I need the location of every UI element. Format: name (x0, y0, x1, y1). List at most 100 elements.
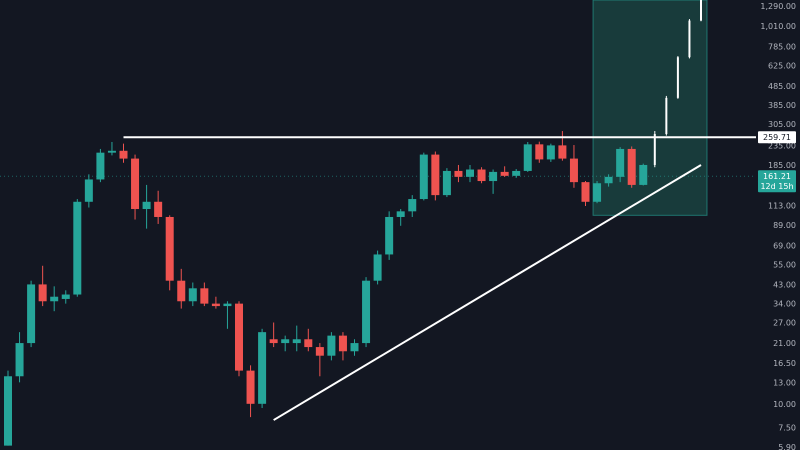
candle-body (604, 176, 613, 184)
y-tick-label: 55.00 (773, 260, 796, 269)
candle-body (84, 179, 93, 202)
candle (211, 296, 220, 309)
y-tick-label: 69.00 (773, 242, 796, 251)
candle-body (4, 376, 12, 446)
candle-body (107, 150, 116, 153)
candle-body (27, 284, 36, 344)
candle-body (338, 335, 347, 352)
candle-body (373, 254, 382, 281)
candle (604, 174, 613, 187)
candle (419, 152, 428, 201)
y-tick-label: 185.00 (768, 161, 796, 170)
candle (535, 141, 544, 163)
resistance-price-tag-label: 259.71 (763, 133, 791, 142)
candle (627, 146, 636, 188)
candle (223, 301, 232, 329)
y-tick-label: 13.00 (773, 378, 796, 387)
candle-body (131, 158, 140, 210)
candle-body (569, 158, 578, 183)
candle-body (558, 145, 567, 159)
candle-body (258, 332, 267, 404)
candle (523, 141, 532, 172)
candle (15, 332, 24, 383)
drawings-layer (123, 136, 756, 421)
candle (177, 268, 186, 309)
candle-body (466, 169, 474, 177)
candle-body (431, 154, 440, 196)
y-tick-label: 89.00 (773, 221, 796, 230)
current-price-tag-label: 161.21 (763, 172, 791, 181)
candle-body (246, 370, 255, 404)
candle-body (396, 211, 405, 217)
candle (385, 211, 394, 260)
candle-body (676, 57, 679, 98)
candle (258, 328, 267, 409)
y-tick-label: 34.00 (773, 300, 796, 309)
candle (466, 164, 474, 183)
candle (512, 169, 521, 178)
candle (546, 143, 555, 162)
candle-body (581, 182, 590, 202)
candle-body (500, 171, 509, 176)
y-tick-label: 10.00 (773, 400, 796, 409)
current-price-tag[interactable]: 161.21 (758, 170, 796, 183)
candles-layer (4, 0, 702, 446)
candle-body (38, 284, 47, 302)
candle (373, 250, 382, 285)
candle-body (292, 339, 301, 344)
y-tick-label: 5.90 (778, 443, 796, 450)
candle (639, 163, 648, 186)
candle (688, 19, 691, 59)
countdown-tag[interactable]: 12d 15h (758, 180, 796, 193)
candle-body (616, 148, 625, 177)
y-tick-label: 7.50 (778, 423, 796, 432)
y-tick-label: 27.00 (773, 319, 796, 328)
candle (431, 151, 440, 201)
candle-body (119, 150, 128, 159)
candle (269, 322, 278, 348)
candle-body (700, 0, 702, 21)
candle (154, 190, 163, 224)
candle (188, 282, 197, 307)
candle (362, 277, 371, 348)
candle (84, 174, 93, 208)
candle-body (535, 144, 544, 160)
ascending-trendline[interactable] (273, 164, 702, 421)
candle-body (165, 216, 174, 281)
y-tick-label: 485.00 (768, 82, 796, 91)
current-price-tag-background (758, 170, 796, 183)
candle (500, 166, 509, 177)
y-tick-label: 16.50 (773, 359, 796, 368)
y-tick-label: 1,290.00 (760, 2, 796, 11)
candle (131, 154, 140, 220)
candle (327, 332, 336, 361)
candle (581, 181, 590, 207)
candle-body (385, 216, 394, 255)
y-tick-label: 625.00 (768, 61, 796, 70)
candle-body (200, 288, 209, 304)
candle-body (639, 164, 648, 185)
candle (665, 95, 668, 136)
candle-body (269, 339, 278, 344)
candle-body (61, 294, 70, 299)
candle (38, 265, 47, 307)
candle (61, 290, 70, 304)
candle (454, 164, 463, 183)
y-tick-label: 21.00 (773, 339, 796, 348)
candle-body (281, 339, 290, 344)
price-axis[interactable]: 1,290.00 1,010.00 785.00 625.00 485.00 385.00… (758, 2, 796, 450)
candle (235, 301, 243, 377)
candle-body (362, 280, 371, 344)
candle (292, 325, 301, 352)
candle-body (419, 154, 428, 200)
candle (442, 168, 451, 198)
candle-body (454, 170, 463, 177)
candle (558, 131, 567, 161)
candle-body (523, 144, 532, 171)
resistance-price-tag[interactable]: 259.71 (758, 131, 796, 144)
candle (142, 184, 151, 229)
candle (676, 56, 679, 99)
candle-body (235, 303, 243, 371)
candle-body (665, 97, 668, 135)
